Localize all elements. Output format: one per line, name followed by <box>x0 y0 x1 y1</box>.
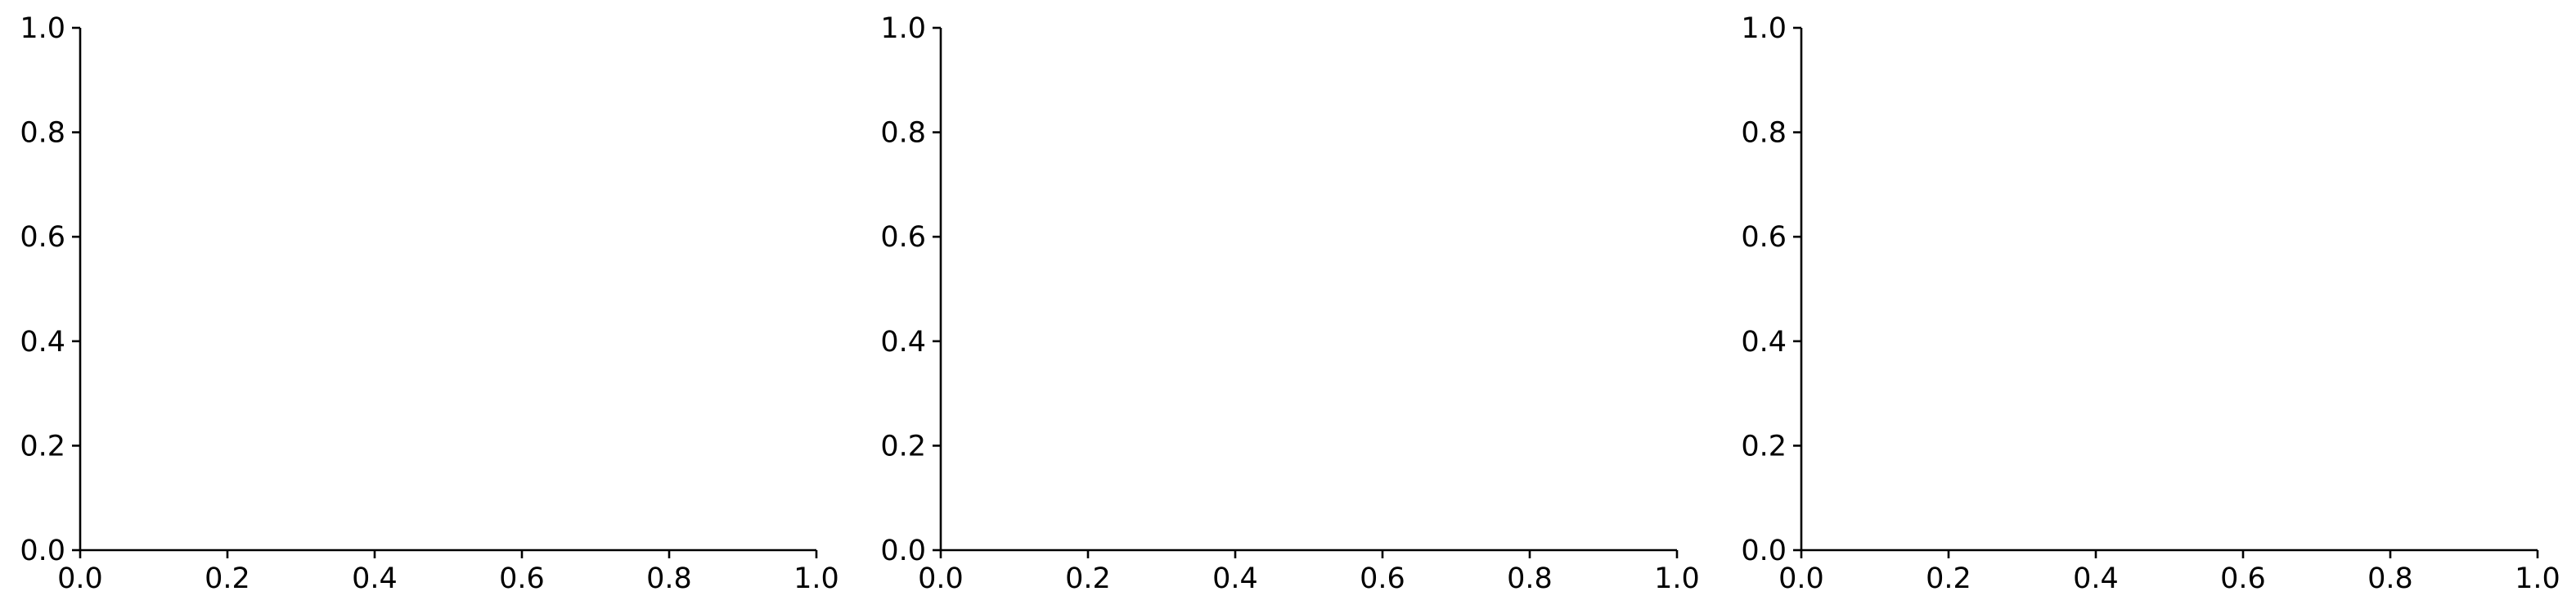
y-tick-label: 0.4 <box>880 326 926 359</box>
y-tick-label: 0.6 <box>20 221 65 254</box>
x-tick-label: 0.4 <box>1212 562 1258 595</box>
y-tick-label: 0.8 <box>1741 117 1787 150</box>
axes-panel-3: 0.0 0.2 0.4 0.6 0.8 1.0 0.0 0.2 0.4 0.6 0.8 1.0 <box>1741 12 2560 595</box>
x-tick-label: 1.0 <box>2515 562 2560 595</box>
x-tick-label: 0.0 <box>57 562 103 595</box>
y-tick-label: 0.0 <box>20 535 65 567</box>
y-tick-label: 0.6 <box>880 221 926 254</box>
x-tick-label: 0.2 <box>205 562 250 595</box>
axes-panel-1: 0.0 0.2 0.4 0.6 0.8 1.0 0.0 0.2 0.4 0.6 0.8 1.0 <box>20 12 839 595</box>
axes-panel-2: 0.0 0.2 0.4 0.6 0.8 1.0 0.0 0.2 0.4 0.6 0.8 1.0 <box>880 12 1700 595</box>
x-tick-label: 1.0 <box>793 562 839 595</box>
y-tick-label: 0.4 <box>20 326 65 359</box>
x-tick-label: 0.6 <box>499 562 545 595</box>
y-tick-label: 0.0 <box>1741 535 1787 567</box>
y-tick-label: 0.2 <box>880 430 926 463</box>
y-tick-label: 1.0 <box>20 12 65 45</box>
x-tick-label: 0.0 <box>918 562 964 595</box>
x-tick-label: 0.2 <box>1065 562 1111 595</box>
x-tick-label: 0.8 <box>1507 562 1553 595</box>
x-tick-label: 0.4 <box>2073 562 2119 595</box>
x-tick-label: 0.8 <box>2367 562 2413 595</box>
x-tick-label: 0.8 <box>646 562 692 595</box>
y-tick-label: 1.0 <box>1741 12 1787 45</box>
y-tick-label: 0.2 <box>20 430 65 463</box>
y-tick-label: 0.0 <box>880 535 926 567</box>
x-tick-label: 0.0 <box>1778 562 1824 595</box>
x-tick-label: 0.6 <box>2220 562 2266 595</box>
y-tick-label: 0.4 <box>1741 326 1787 359</box>
x-tick-label: 1.0 <box>1654 562 1700 595</box>
x-tick-label: 0.4 <box>352 562 398 595</box>
x-tick-label: 0.6 <box>1360 562 1405 595</box>
x-tick-label: 0.2 <box>1926 562 1971 595</box>
y-tick-label: 0.2 <box>1741 430 1787 463</box>
y-tick-label: 0.8 <box>880 117 926 150</box>
y-tick-label: 0.8 <box>20 117 65 150</box>
y-tick-label: 1.0 <box>880 12 926 45</box>
y-tick-label: 0.6 <box>1741 221 1787 254</box>
